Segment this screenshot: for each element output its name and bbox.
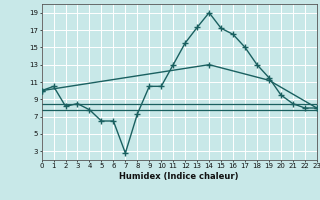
X-axis label: Humidex (Indice chaleur): Humidex (Indice chaleur): [119, 172, 239, 181]
